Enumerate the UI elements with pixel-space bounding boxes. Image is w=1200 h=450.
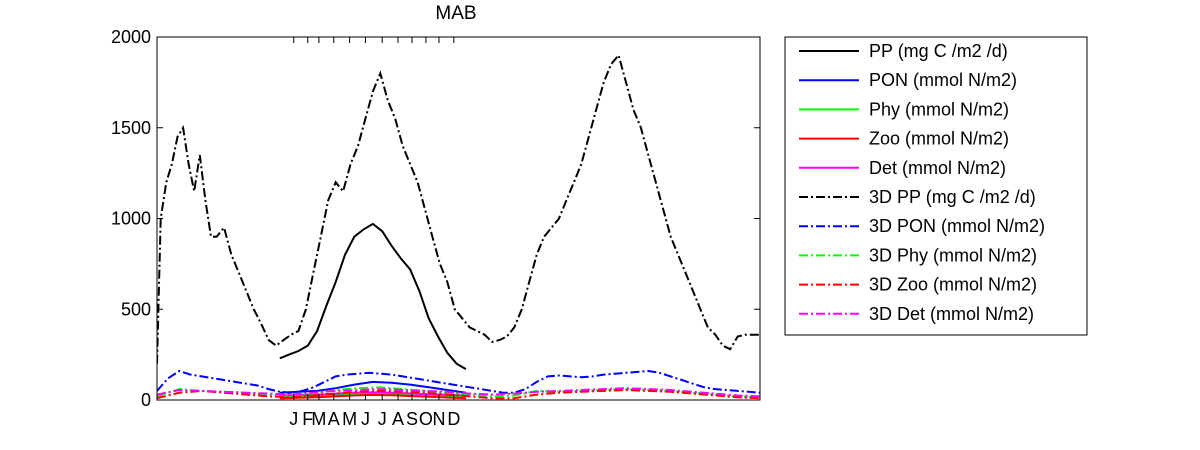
legend-label-5: Det (mmol N/m2) bbox=[869, 158, 1006, 178]
series-line-6 bbox=[157, 53, 760, 364]
series-group bbox=[157, 53, 760, 400]
legend-label-10: 3D Det (mmol N/m2) bbox=[869, 304, 1034, 324]
x-tick-label-10: N bbox=[432, 409, 445, 429]
legend-label-1: PP (mg C /m2 /d) bbox=[869, 41, 1008, 61]
x-tick-label-11: D bbox=[447, 409, 460, 429]
y-tick-label-3: 1500 bbox=[111, 118, 151, 138]
x-tick-label-4: M bbox=[342, 409, 357, 429]
legend-label-7: 3D PON (mmol N/m2) bbox=[869, 216, 1045, 236]
x-tick-label-7: A bbox=[392, 409, 404, 429]
legend: PP (mg C /m2 /d) PON (mmol N/m2) Phy (mmol… bbox=[784, 36, 1088, 336]
plot-area bbox=[157, 53, 760, 400]
x-tick-label-2: M bbox=[311, 409, 326, 429]
y-tick-label-4: 2000 bbox=[111, 27, 151, 47]
legend-label-3: Phy (mmol N/m2) bbox=[869, 99, 1009, 119]
x-tick-label-8: S bbox=[406, 409, 418, 429]
y-tick-label-1: 500 bbox=[121, 299, 151, 319]
legend-label-8: 3D Phy (mmol N/m2) bbox=[869, 245, 1037, 265]
x-tick-label-9: O bbox=[419, 409, 433, 429]
y-tick-label-2: 1000 bbox=[111, 209, 151, 229]
series-line-7 bbox=[157, 369, 760, 394]
series-line-10 bbox=[157, 387, 760, 398]
legend-label-2: PON (mmol N/m2) bbox=[869, 70, 1017, 90]
x-tick-label-6: J bbox=[378, 409, 387, 429]
series-line-4 bbox=[279, 393, 466, 400]
chart-title: MAB bbox=[435, 3, 476, 24]
series-line-1 bbox=[279, 222, 467, 370]
x-tick-label-3: A bbox=[328, 409, 340, 429]
series-line-2 bbox=[279, 380, 467, 394]
series-line-8 bbox=[157, 386, 760, 399]
legend-label-9: 3D Zoo (mmol N/m2) bbox=[869, 275, 1037, 295]
legend-label-6: 3D PP (mg C /m2 /d) bbox=[869, 187, 1036, 207]
series-line-9 bbox=[157, 388, 760, 400]
legend-label-4: Zoo (mmol N/m2) bbox=[869, 129, 1009, 149]
y-tick-label-0: 0 bbox=[141, 390, 151, 410]
x-tick-label-1: F bbox=[302, 409, 313, 429]
x-tick-label-5: J bbox=[361, 409, 370, 429]
x-tick-label-0: J bbox=[289, 409, 298, 429]
